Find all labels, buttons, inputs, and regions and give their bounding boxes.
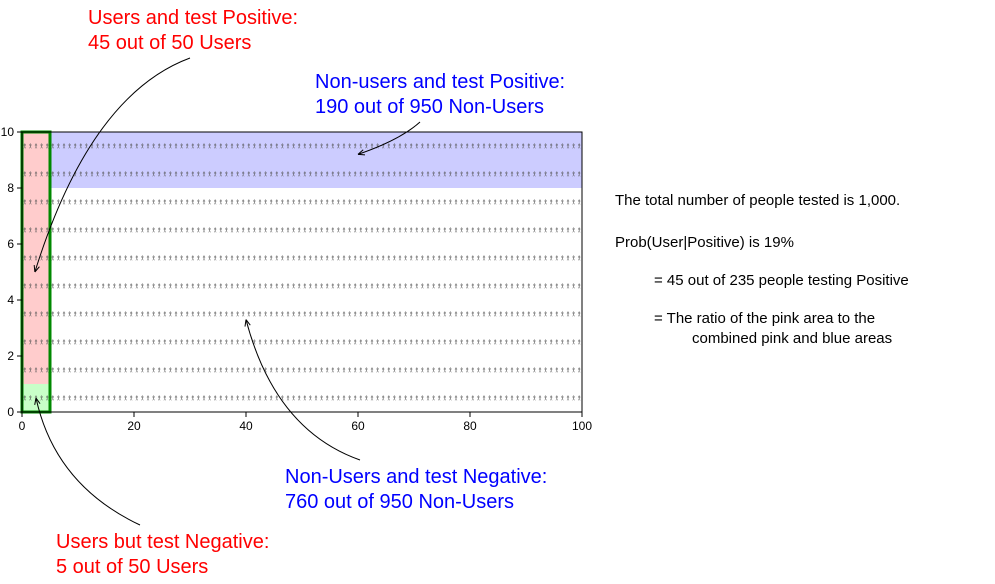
svg-text:0: 0 — [7, 405, 14, 419]
svg-text:60: 60 — [351, 419, 365, 433]
bayes-chart: 0 20 40 60 80 100 0 2 4 6 8 10 — [0, 0, 995, 584]
svg-text:40: 40 — [239, 419, 253, 433]
svg-text:80: 80 — [463, 419, 477, 433]
svg-text:0: 0 — [19, 419, 26, 433]
svg-text:4: 4 — [7, 293, 14, 307]
svg-text:6: 6 — [7, 237, 14, 251]
svg-text:10: 10 — [1, 125, 15, 139]
svg-text:20: 20 — [127, 419, 141, 433]
svg-text:2: 2 — [7, 349, 14, 363]
svg-text:8: 8 — [7, 181, 14, 195]
svg-text:100: 100 — [572, 419, 592, 433]
